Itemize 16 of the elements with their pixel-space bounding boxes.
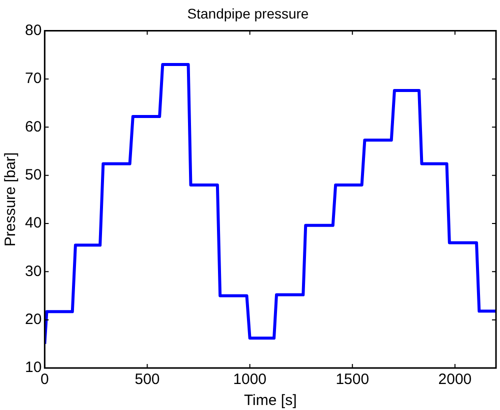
x-tick-label: 1000	[233, 371, 267, 388]
y-tick-label: 70	[24, 70, 42, 88]
y-tick-label: 10	[24, 359, 42, 376]
y-tick-label: 30	[24, 262, 42, 280]
x-tick-label: 1500	[336, 371, 370, 388]
x-tick-label: 500	[134, 371, 160, 388]
x-tick-label: 0	[40, 371, 49, 388]
y-tick-label: 50	[24, 166, 42, 184]
y-tick-label: 60	[24, 118, 42, 136]
chart-title: Standpipe pressure	[187, 5, 309, 22]
y-tick-label: 80	[24, 22, 42, 39]
y-tick-label: 20	[24, 310, 42, 328]
x-axis-title: Time [s]	[244, 392, 297, 410]
y-axis-title: Pressure [bar]	[2, 152, 20, 247]
x-tick-label: 2000	[438, 371, 472, 388]
y-tick-label: 40	[24, 214, 42, 232]
